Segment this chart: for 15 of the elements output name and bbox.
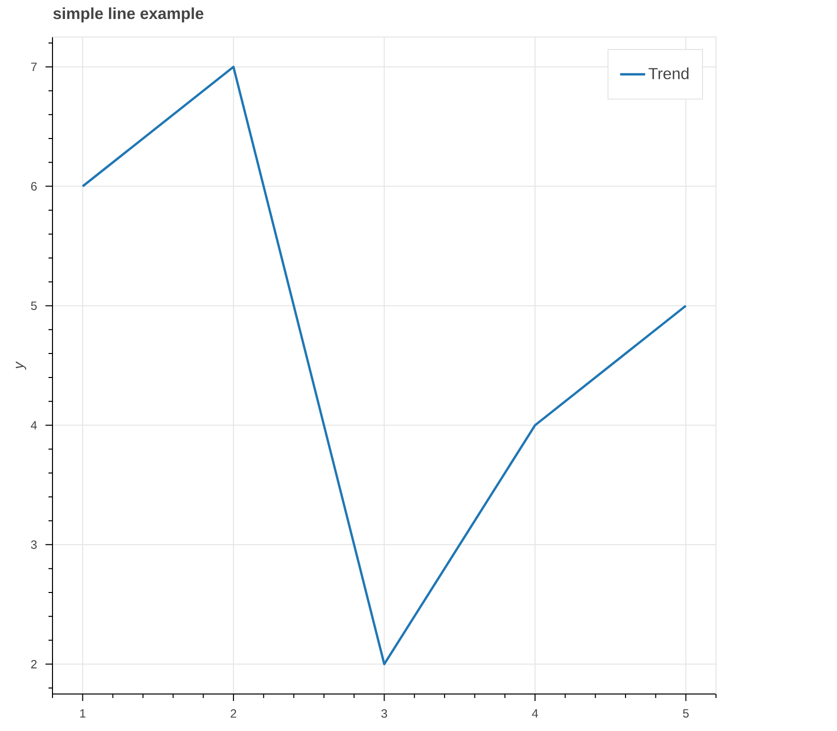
y-tick-label: 4 bbox=[30, 421, 37, 430]
y-tick-label: 5 bbox=[31, 302, 37, 310]
x-tick-label: 5 bbox=[682, 709, 689, 718]
legend-label: Trend bbox=[648, 68, 688, 80]
y-tick-label: 6 bbox=[31, 182, 37, 191]
x-tick-label: 1 bbox=[80, 709, 86, 718]
x-tick-label: 2 bbox=[230, 709, 236, 718]
y-tick-label: 3 bbox=[31, 540, 37, 549]
x-tick-label: 3 bbox=[381, 709, 388, 718]
chart-title: simple line example bbox=[53, 7, 204, 22]
y-tick-label: 7 bbox=[31, 62, 37, 71]
y-axis-title: y bbox=[16, 361, 26, 370]
x-tick-label: 4 bbox=[532, 709, 538, 718]
y-tick-label: 2 bbox=[31, 660, 37, 668]
line-series bbox=[82, 66, 687, 666]
